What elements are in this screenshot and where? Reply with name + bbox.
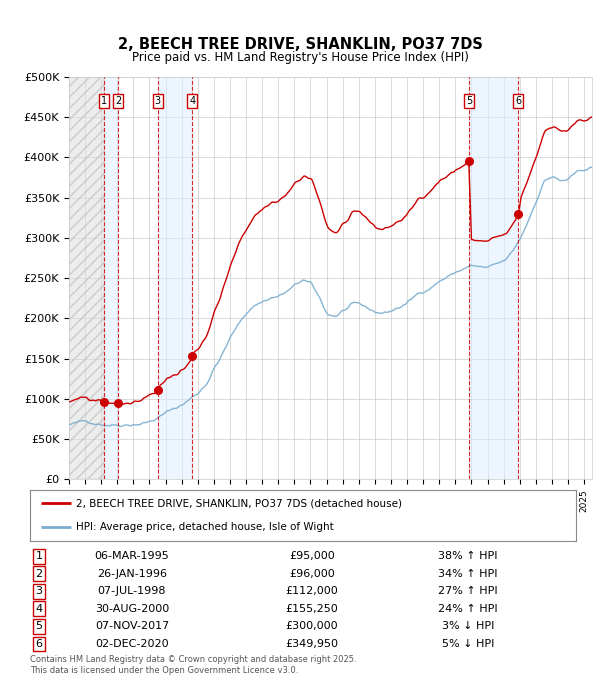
Text: 2: 2 <box>35 568 43 579</box>
Text: £155,250: £155,250 <box>286 604 338 614</box>
Bar <box>469 77 518 479</box>
Text: Price paid vs. HM Land Registry's House Price Index (HPI): Price paid vs. HM Land Registry's House … <box>131 51 469 65</box>
Text: 4: 4 <box>35 604 43 614</box>
Text: 34% ↑ HPI: 34% ↑ HPI <box>438 568 498 579</box>
Text: 06-MAR-1995: 06-MAR-1995 <box>95 551 169 561</box>
Text: 3: 3 <box>35 586 43 596</box>
Text: 3% ↓ HPI: 3% ↓ HPI <box>442 622 494 632</box>
Text: 2, BEECH TREE DRIVE, SHANKLIN, PO37 7DS (detached house): 2, BEECH TREE DRIVE, SHANKLIN, PO37 7DS … <box>76 498 403 509</box>
Text: 24% ↑ HPI: 24% ↑ HPI <box>438 604 498 614</box>
Text: 5: 5 <box>466 96 472 106</box>
Text: 3: 3 <box>155 96 161 106</box>
Bar <box>158 77 193 479</box>
Text: 2, BEECH TREE DRIVE, SHANKLIN, PO37 7DS: 2, BEECH TREE DRIVE, SHANKLIN, PO37 7DS <box>118 37 482 52</box>
Text: 6: 6 <box>35 639 43 649</box>
Text: 6: 6 <box>515 96 521 106</box>
Text: £95,000: £95,000 <box>289 551 335 561</box>
Text: £96,000: £96,000 <box>289 568 335 579</box>
Text: 07-NOV-2017: 07-NOV-2017 <box>95 622 169 632</box>
Text: 07-JUL-1998: 07-JUL-1998 <box>98 586 166 596</box>
Text: £112,000: £112,000 <box>286 586 338 596</box>
Text: HPI: Average price, detached house, Isle of Wight: HPI: Average price, detached house, Isle… <box>76 522 334 532</box>
Text: 02-DEC-2020: 02-DEC-2020 <box>95 639 169 649</box>
Text: 5: 5 <box>35 622 43 632</box>
Text: 27% ↑ HPI: 27% ↑ HPI <box>438 586 498 596</box>
Text: 5% ↓ HPI: 5% ↓ HPI <box>442 639 494 649</box>
Text: 38% ↑ HPI: 38% ↑ HPI <box>438 551 498 561</box>
Bar <box>104 77 118 479</box>
Text: 1: 1 <box>35 551 43 561</box>
Text: 26-JAN-1996: 26-JAN-1996 <box>97 568 167 579</box>
Text: 2: 2 <box>115 96 122 106</box>
Text: £300,000: £300,000 <box>286 622 338 632</box>
Text: 30-AUG-2000: 30-AUG-2000 <box>95 604 169 614</box>
Text: £349,950: £349,950 <box>286 639 338 649</box>
Bar <box>69 77 104 479</box>
Text: 1: 1 <box>101 96 107 106</box>
Text: 4: 4 <box>189 96 196 106</box>
Text: Contains HM Land Registry data © Crown copyright and database right 2025.
This d: Contains HM Land Registry data © Crown c… <box>30 655 356 675</box>
